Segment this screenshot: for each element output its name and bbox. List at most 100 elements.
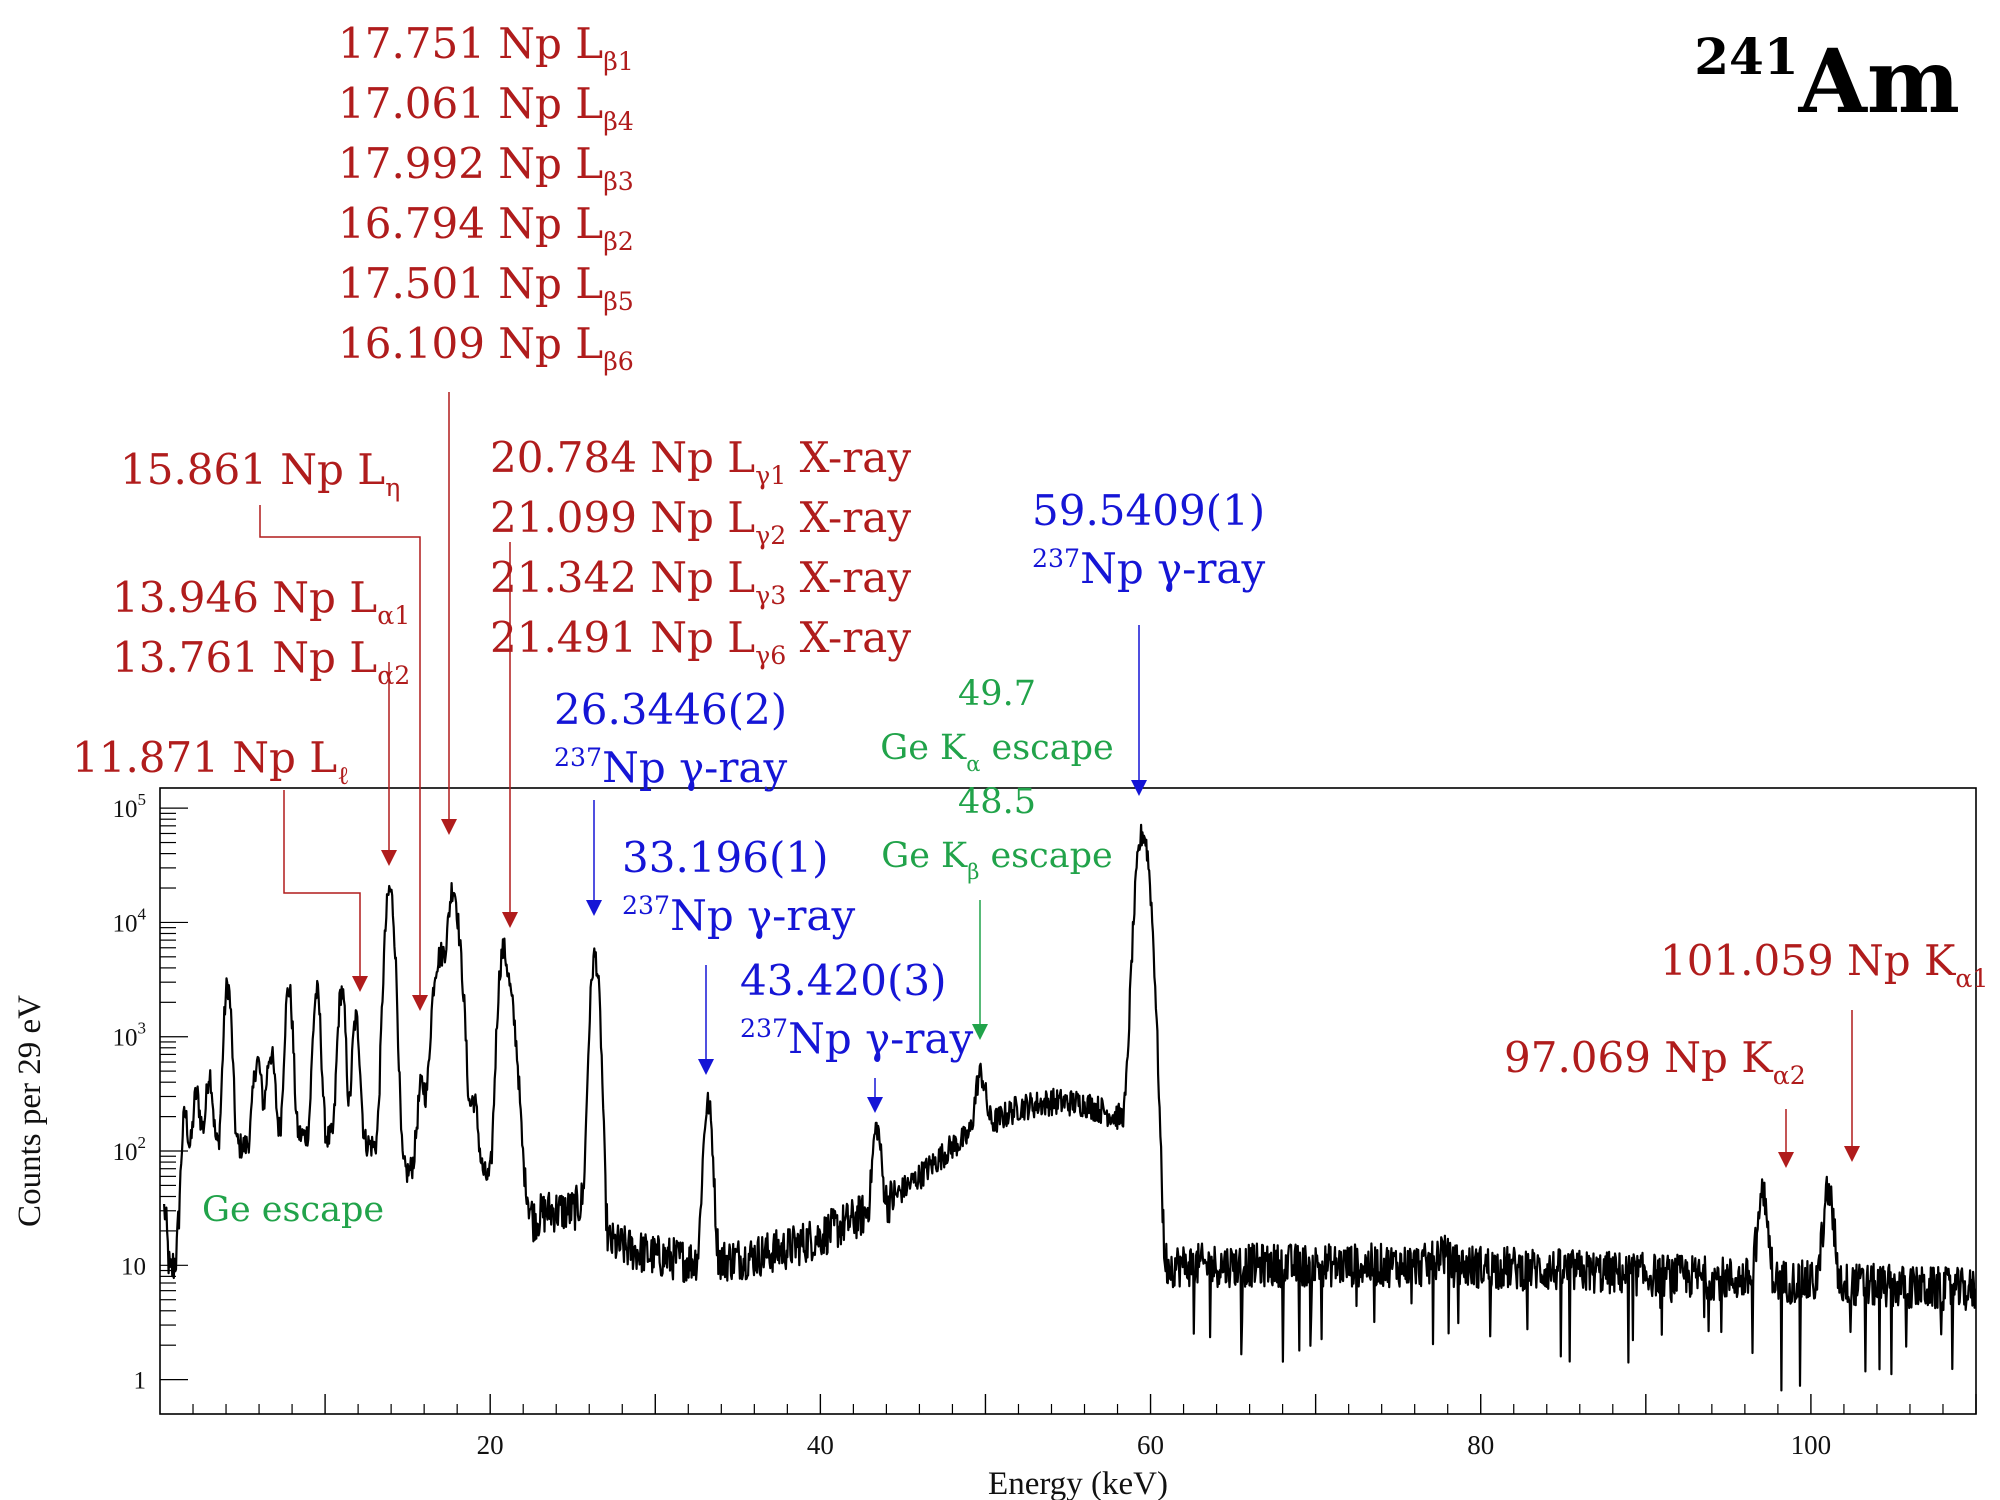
annotation-text: Np γ-ray [788,1014,973,1063]
annotation-text-after: X-ray [786,433,911,482]
annotation-text: 16.794 Np L [338,199,603,248]
x-tick-label: 40 [807,1430,834,1460]
annotation-subscript: β6 [603,347,634,376]
annotation-subscript: α2 [377,661,410,690]
y-tick-label: 104 [113,904,147,937]
annotation-text: Np γ-ray [602,743,787,792]
chart-title: 241Am [1694,27,1960,133]
x-tick-label: 80 [1467,1430,1494,1460]
y-tick-label: 103 [113,1019,147,1052]
y-tick-label: 1 [134,1368,147,1395]
arrow-g263-head [586,900,602,916]
annotation-text: 11.871 Np L [72,733,337,782]
annotation-text: 15.861 Np L [120,445,385,494]
annotation-text: 48.5 [958,782,1036,822]
arrow-leta-line [259,505,421,997]
arrow-ka1-head [1844,1146,1860,1162]
x-axis-label: Energy (keV) [988,1466,1168,1500]
annotation-lb-line: 17.992 Np Lβ3 [338,139,634,196]
plot-frame [159,787,1977,1415]
arrow-lell-head [352,976,368,992]
annotation-g595-line: 237Np γ-ray [1032,544,1265,593]
annotation-g332-line: 237Np γ-ray [622,891,855,940]
annotation-g263-line: 26.3446(2) [554,685,787,734]
arrow-leta-head [412,995,428,1011]
annotation-esc-line: Ge Kα escape [880,728,1114,776]
annotation-text-after: escape [979,836,1112,876]
y-tick-label: 105 [113,790,147,823]
axes: 20 40 60 80 100 1 10 102 103 104 105 Energy (keV) Co… [12,787,1977,1500]
arrow-ka2-head [1778,1152,1794,1168]
annotation-subscript: α2 [1773,1061,1806,1090]
annotation-subscript: α [966,752,980,776]
annotation-text: 20.784 Np L [490,433,755,482]
annotation-text-after: X-ray [786,613,911,662]
annotation-g595-line: 59.5409(1) [1032,486,1265,535]
y-tick-label: 10 [121,1253,146,1280]
arrow-lgamma-head [502,912,518,928]
annotation-subscript: η [385,473,400,502]
annotation-subscript: γ3 [755,581,786,610]
annotation-g434-line: 43.420(3) [740,956,946,1005]
annotation-g332-line: 33.196(1) [622,833,828,882]
arrow-lbeta-head [441,819,457,835]
annotation-g434-line: 237Np γ-ray [740,1014,973,1063]
annotation-text: 97.069 Np K [1504,1033,1774,1082]
x-tick-label: 20 [477,1430,504,1460]
annotation-text: Ge K [880,728,967,768]
annotation-esc-line: Ge Kβ escape [881,836,1112,884]
annotation-subscript: γ6 [755,641,786,670]
annotation-text: 17.501 Np L [338,259,603,308]
annotation-text: 21.099 Np L [490,493,755,542]
arrow-escape-head [972,1024,988,1040]
title-element: Am [1798,29,1960,133]
annotation-subscript: β5 [603,287,634,316]
annotation-subscript: γ1 [755,461,786,490]
annotation-esc-line: 49.7 [958,674,1036,714]
annotation-text: 16.109 Np L [338,319,603,368]
annotation-leta-line: 15.861 Np Lη [120,445,400,502]
annotation-subscript: ℓ [337,761,349,790]
annotation-text: 13.946 Np L [112,573,377,622]
annotation-text: 26.3446(2) [554,685,787,734]
annotation-geesc-line: Ge escape [202,1190,384,1230]
title-text: 241Am [1694,27,1960,133]
title-superscript: 241 [1694,27,1798,86]
plot-area [163,823,1977,1392]
annotation-subscript: α1 [377,601,410,630]
y-tick-exponent: 4 [138,904,147,923]
annotation-text: 13.761 Np L [112,633,377,682]
annotation-text: 43.420(3) [740,956,946,1005]
annotation-text: 17.751 Np L [338,19,603,68]
arrow-g434-head [867,1097,883,1113]
annotation-text-after: X-ray [786,493,911,542]
annotation-superscript: 237 [554,743,602,772]
x-tick-label: 100 [1791,1430,1832,1460]
annotation-subscript: β [967,860,979,884]
annotation-subscript: α1 [1955,964,1988,993]
annotation-ka1-line: 101.059 Np Kα1 [1660,936,1988,993]
annotation-text: 21.342 Np L [490,553,755,602]
annotation-subscript: β4 [603,107,634,136]
annotation-text: 17.992 Np L [338,139,603,188]
annotation-ka2-line: 97.069 Np Kα2 [1504,1033,1806,1090]
annotation-text: 59.5409(1) [1032,486,1265,535]
y-tick-exponent: 2 [138,1133,147,1152]
annotation-la-line: 13.761 Np Lα2 [112,633,410,690]
annotation-text: 33.196(1) [622,833,828,882]
annotation-lb-line: 16.794 Np Lβ2 [338,199,634,256]
x-tick-label: 60 [1137,1430,1164,1460]
arrow-lell-line [283,790,361,978]
arrow-lalpha-head [381,850,397,866]
y-tick-exponent: 3 [138,1019,147,1038]
annotation-text: 21.491 Np L [490,613,755,662]
annotation-g263-line: 237Np γ-ray [554,743,787,792]
annotation-subscript: β3 [603,167,634,196]
annotation-la-line: 13.946 Np Lα1 [112,573,410,630]
arrow-g332-head [698,1059,714,1075]
annotation-text-after: escape [980,728,1113,768]
annotation-superscript: 237 [740,1014,788,1043]
annotation-lg-line: 21.342 Np Lγ3 X-ray [490,553,911,610]
annotation-superscript: 237 [1032,544,1080,573]
